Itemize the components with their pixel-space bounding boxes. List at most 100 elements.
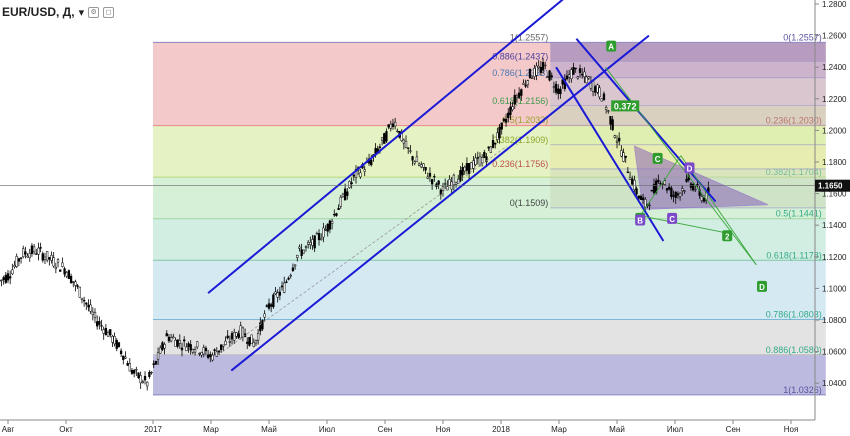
candle-body — [198, 353, 201, 355]
x-tick-label: Окт — [59, 425, 73, 434]
x-tick-label: Июл — [319, 425, 336, 434]
candle-body — [256, 333, 260, 341]
candle-body — [402, 139, 406, 144]
x-tick-label: Июл — [667, 425, 684, 434]
candle-body — [167, 336, 171, 342]
candle-body — [291, 267, 295, 272]
candle-body — [496, 132, 499, 140]
candle-body — [348, 181, 351, 188]
candle-body — [452, 174, 456, 186]
candle-body — [424, 167, 427, 171]
candle-body — [537, 65, 540, 69]
y-tick-label: 1.2800 — [822, 0, 847, 9]
candle-body — [133, 370, 136, 374]
candle-body — [161, 342, 164, 350]
fib-small-label: 0.886(1.2437) — [492, 51, 548, 61]
candle-body — [435, 183, 438, 187]
candle-body — [459, 170, 462, 182]
candle-body — [37, 247, 40, 255]
candle-body — [248, 337, 251, 346]
pattern-label-box — [757, 280, 767, 292]
x-tick-label: Авг — [2, 425, 15, 434]
candle-body — [502, 118, 506, 122]
hide-icon[interactable]: ◻ — [103, 6, 115, 18]
candle-body — [139, 375, 142, 384]
candle-body — [544, 64, 547, 67]
candle-body — [552, 86, 556, 88]
candle-body — [204, 347, 208, 352]
candle-body — [426, 176, 429, 179]
candle-body — [46, 251, 49, 261]
candle-body — [476, 157, 479, 159]
candle-body — [315, 233, 319, 235]
candle-body — [626, 171, 630, 174]
candle-body — [313, 235, 316, 249]
candle-body — [624, 155, 627, 158]
candle-body — [637, 195, 640, 199]
candle-body — [487, 146, 490, 149]
candle-body — [581, 73, 584, 76]
price-candles — [0, 57, 710, 391]
candle-body — [183, 339, 186, 342]
candle-body — [320, 238, 323, 241]
candle-body — [78, 286, 81, 298]
candle-body — [354, 168, 358, 178]
candle-body — [557, 88, 560, 94]
fib-band — [153, 125, 826, 178]
candle-body — [235, 332, 238, 337]
candle-body — [411, 156, 414, 161]
candle-body — [343, 188, 347, 201]
settings-icon[interactable]: ⚙ — [88, 6, 100, 18]
candle-body — [200, 352, 203, 356]
candle-body — [322, 227, 325, 238]
wave-line-3 — [680, 155, 757, 265]
candle-body — [13, 264, 16, 268]
candle-body — [498, 126, 501, 139]
candle-body — [676, 193, 680, 196]
y-tick-label: 1.1400 — [822, 221, 847, 230]
y-tick-label: 1.0800 — [822, 316, 847, 325]
candle-body — [494, 142, 497, 145]
candle-body — [509, 106, 512, 116]
pattern-label-B: B — [637, 216, 643, 225]
candle-body — [209, 354, 212, 357]
candle-body — [428, 172, 432, 177]
candle-body — [113, 336, 116, 345]
candle-body — [278, 291, 282, 296]
candle-body — [233, 332, 236, 341]
fib-small-label: 0.786(1.2333) — [492, 68, 548, 78]
x-tick-label: Сен — [378, 425, 393, 434]
channel-upper-line — [207, 0, 564, 294]
candle-body — [583, 71, 586, 78]
timeframe-dropdown-icon[interactable]: ▾ — [78, 6, 85, 19]
fib-small-band — [550, 61, 826, 78]
candle-body — [176, 339, 179, 347]
symbol-label: EUR/USD, Д, — [2, 5, 75, 19]
candle-body — [439, 189, 442, 195]
candle-body — [54, 266, 58, 270]
candle-body — [15, 256, 18, 267]
y-tick-label: 1.1600 — [822, 190, 847, 199]
candle-body — [265, 305, 268, 307]
candle-body — [56, 259, 60, 263]
candle-body — [515, 95, 519, 98]
fib-small-band — [550, 42, 826, 62]
candle-body — [254, 339, 258, 344]
candle-body — [19, 257, 23, 259]
candle-body — [387, 124, 390, 128]
candle-body — [433, 176, 436, 178]
candle-body — [246, 341, 249, 344]
x-tick-label: Сен — [726, 425, 741, 434]
x-tick-label: Май — [261, 425, 277, 434]
candle-body — [370, 159, 373, 166]
candle-body — [222, 344, 225, 347]
candle-body — [672, 195, 675, 197]
candle-body — [80, 297, 84, 300]
candle-body — [481, 157, 484, 164]
candle-body — [694, 189, 697, 191]
candle-body — [607, 110, 610, 112]
candle-body — [467, 163, 471, 174]
candle-body — [63, 268, 66, 275]
candle-body — [106, 332, 110, 337]
